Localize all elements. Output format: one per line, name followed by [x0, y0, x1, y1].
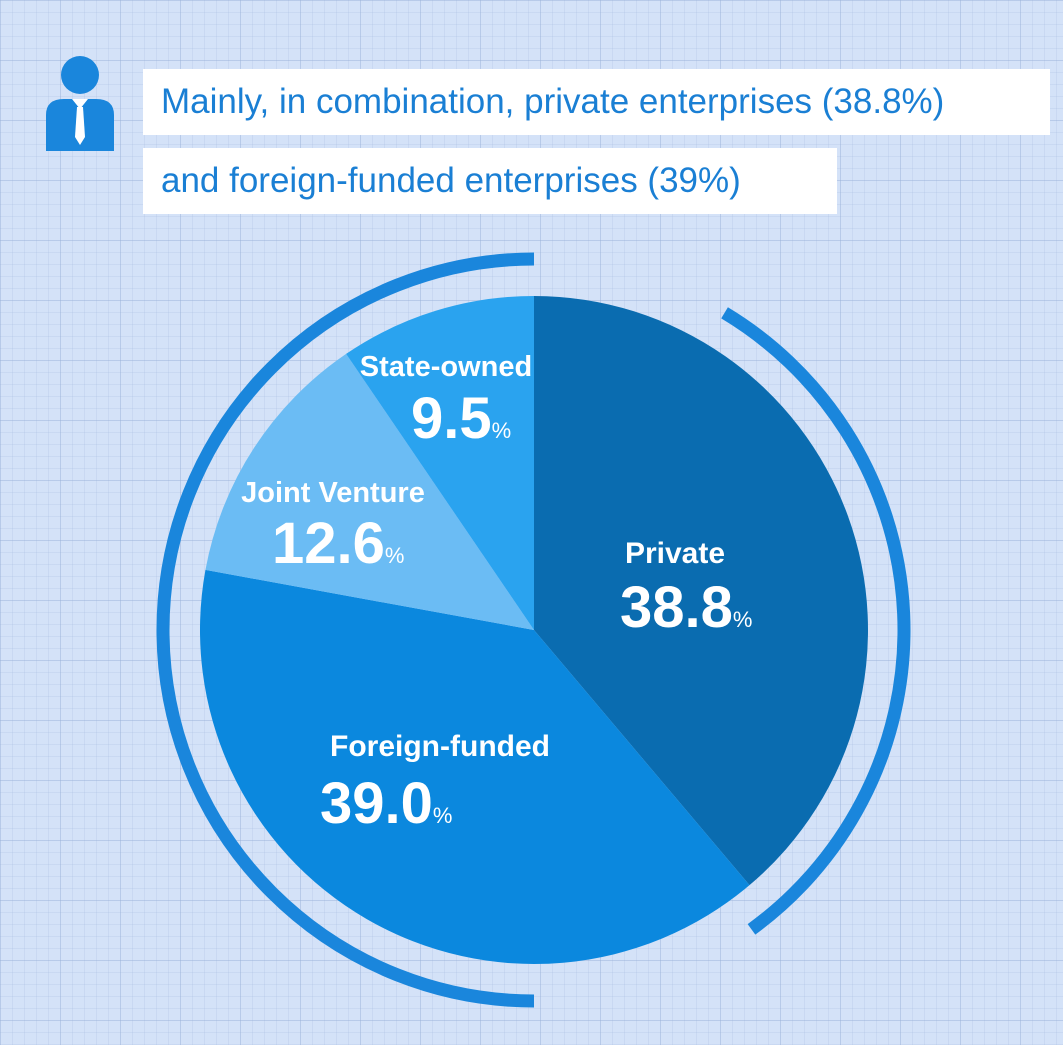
slice-label-private: Private	[625, 537, 725, 570]
headline-line-1: Mainly, in combination, private enterpri…	[143, 69, 1050, 135]
ring-arc-right	[721, 307, 911, 935]
percent-unit: %	[433, 803, 453, 828]
pie-labels: Private 38.8% Foreign-funded 39.0% Joint Ven…	[241, 351, 752, 836]
decorative-rings	[156, 252, 911, 1008]
pie-slices	[199, 296, 868, 965]
slice-value-foreign-funded: 39.0%	[320, 771, 452, 836]
percent-unit: %	[385, 543, 405, 568]
pie-slice-foreign-funded	[199, 569, 750, 965]
percent-unit: %	[733, 607, 753, 632]
pie-slice-private	[534, 296, 868, 886]
headline-line-2: and foreign-funded enterprises (39%)	[143, 148, 837, 214]
slice-value-private: 38.8%	[620, 575, 752, 640]
pie-slice-joint-venture	[205, 353, 534, 630]
percent-unit: %	[492, 418, 512, 443]
slice-value-joint-venture: 12.6%	[272, 511, 404, 576]
slice-label-state-owned: State-owned	[360, 351, 532, 383]
person-icon	[46, 56, 114, 151]
pie-slice-state-owned	[346, 296, 534, 630]
slice-label-foreign-funded: Foreign-funded	[330, 730, 550, 763]
ring-arc-left	[156, 252, 535, 1008]
slice-label-joint-venture: Joint Venture	[241, 477, 425, 509]
